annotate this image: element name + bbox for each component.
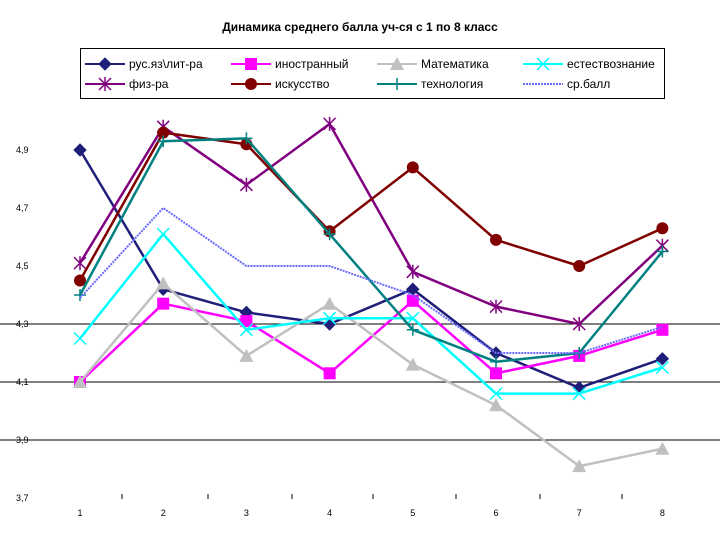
legend-label: искусство xyxy=(275,77,330,91)
data-point xyxy=(239,348,254,362)
x-tick-label: 1 xyxy=(77,508,82,518)
y-tick-label: 4,7 xyxy=(16,203,29,213)
data-point xyxy=(73,331,87,346)
x-tick-label: 4 xyxy=(327,508,332,518)
legend-label: естествознание xyxy=(567,57,655,71)
data-point xyxy=(98,57,112,71)
legend-symbol xyxy=(85,57,125,71)
y-tick-label: 4,9 xyxy=(16,145,29,155)
data-point xyxy=(572,459,587,473)
data-point xyxy=(156,276,171,290)
data-point xyxy=(656,323,669,336)
chart-title: Динамика среднего балла уч-ся с 1 по 8 к… xyxy=(222,20,498,34)
data-point xyxy=(406,264,420,279)
legend-label: иностранный xyxy=(275,57,349,71)
series-line xyxy=(78,131,663,282)
data-point xyxy=(156,227,170,241)
data-point xyxy=(390,57,404,70)
data-point xyxy=(157,126,170,139)
series-6 xyxy=(74,132,669,368)
series-line xyxy=(78,122,664,326)
data-point xyxy=(239,323,253,337)
data-point xyxy=(323,367,336,380)
data-point xyxy=(391,78,403,90)
series-line xyxy=(79,207,663,354)
x-tick-label: 7 xyxy=(577,508,582,518)
series-2 xyxy=(73,276,670,473)
data-point xyxy=(490,233,502,246)
data-point xyxy=(323,116,337,131)
legend-label: технология xyxy=(421,77,484,91)
legend: рус.яз\лит-ра иностранный Математика ест… xyxy=(80,48,665,99)
data-point xyxy=(490,367,502,380)
legend-symbol xyxy=(377,78,417,90)
data-point xyxy=(572,317,586,331)
y-tick-label: 3,7 xyxy=(16,493,29,503)
legend-symbol xyxy=(231,58,271,70)
data-point xyxy=(323,228,336,241)
data-point xyxy=(73,143,87,157)
data-point xyxy=(406,323,419,336)
legend-symbol xyxy=(377,57,417,70)
x-tick-label: 8 xyxy=(660,508,665,518)
series-1 xyxy=(74,294,669,388)
data-point xyxy=(73,256,87,271)
data-point xyxy=(406,294,419,307)
data-point xyxy=(98,77,112,91)
data-point xyxy=(655,441,670,455)
data-point xyxy=(489,387,503,401)
data-point xyxy=(656,245,669,258)
x-tick-label: 6 xyxy=(493,508,498,518)
x-tick-label: 5 xyxy=(410,508,415,518)
series-line xyxy=(79,282,663,468)
data-point xyxy=(74,289,86,301)
data-point xyxy=(655,360,669,375)
data-point xyxy=(573,260,586,272)
y-tick-label: 4,1 xyxy=(16,377,29,387)
series-line xyxy=(78,137,664,363)
legend-symbol xyxy=(231,78,271,90)
data-point xyxy=(656,222,669,235)
data-point xyxy=(323,311,337,325)
series-5 xyxy=(74,126,669,287)
data-point xyxy=(73,375,87,388)
data-point xyxy=(240,132,253,145)
data-point xyxy=(572,387,586,401)
legend-symbol xyxy=(85,77,125,91)
data-point xyxy=(490,355,502,368)
data-point xyxy=(322,296,337,310)
data-point xyxy=(489,398,503,412)
x-tick-label: 2 xyxy=(161,508,166,518)
legend-label: физ-ра xyxy=(129,77,169,91)
legend-label: ср.балл xyxy=(567,77,611,91)
data-point xyxy=(74,274,86,287)
y-tick-label: 4,3 xyxy=(16,319,29,329)
series-line xyxy=(79,232,663,395)
data-point xyxy=(157,135,170,148)
y-tick-label: 3,9 xyxy=(16,435,29,445)
legend-symbol xyxy=(523,57,563,71)
data-point xyxy=(406,311,420,325)
x-tick-label: 3 xyxy=(244,508,249,518)
data-point xyxy=(157,297,170,310)
data-point xyxy=(240,315,253,328)
series-line xyxy=(78,149,663,390)
data-point xyxy=(406,161,419,174)
data-point xyxy=(239,177,253,192)
series-3 xyxy=(73,227,669,401)
legend-label: Математика xyxy=(421,57,489,71)
legend-symbol xyxy=(523,83,563,85)
data-point xyxy=(245,78,257,90)
series-7 xyxy=(79,207,663,354)
data-point xyxy=(405,357,420,371)
series-line xyxy=(79,299,663,383)
y-tick-label: 4,5 xyxy=(16,261,29,271)
legend-label: рус.яз\лит-ра xyxy=(129,57,203,71)
data-point xyxy=(655,352,670,366)
data-point xyxy=(536,57,550,71)
data-point xyxy=(245,58,257,70)
data-point xyxy=(489,299,503,314)
